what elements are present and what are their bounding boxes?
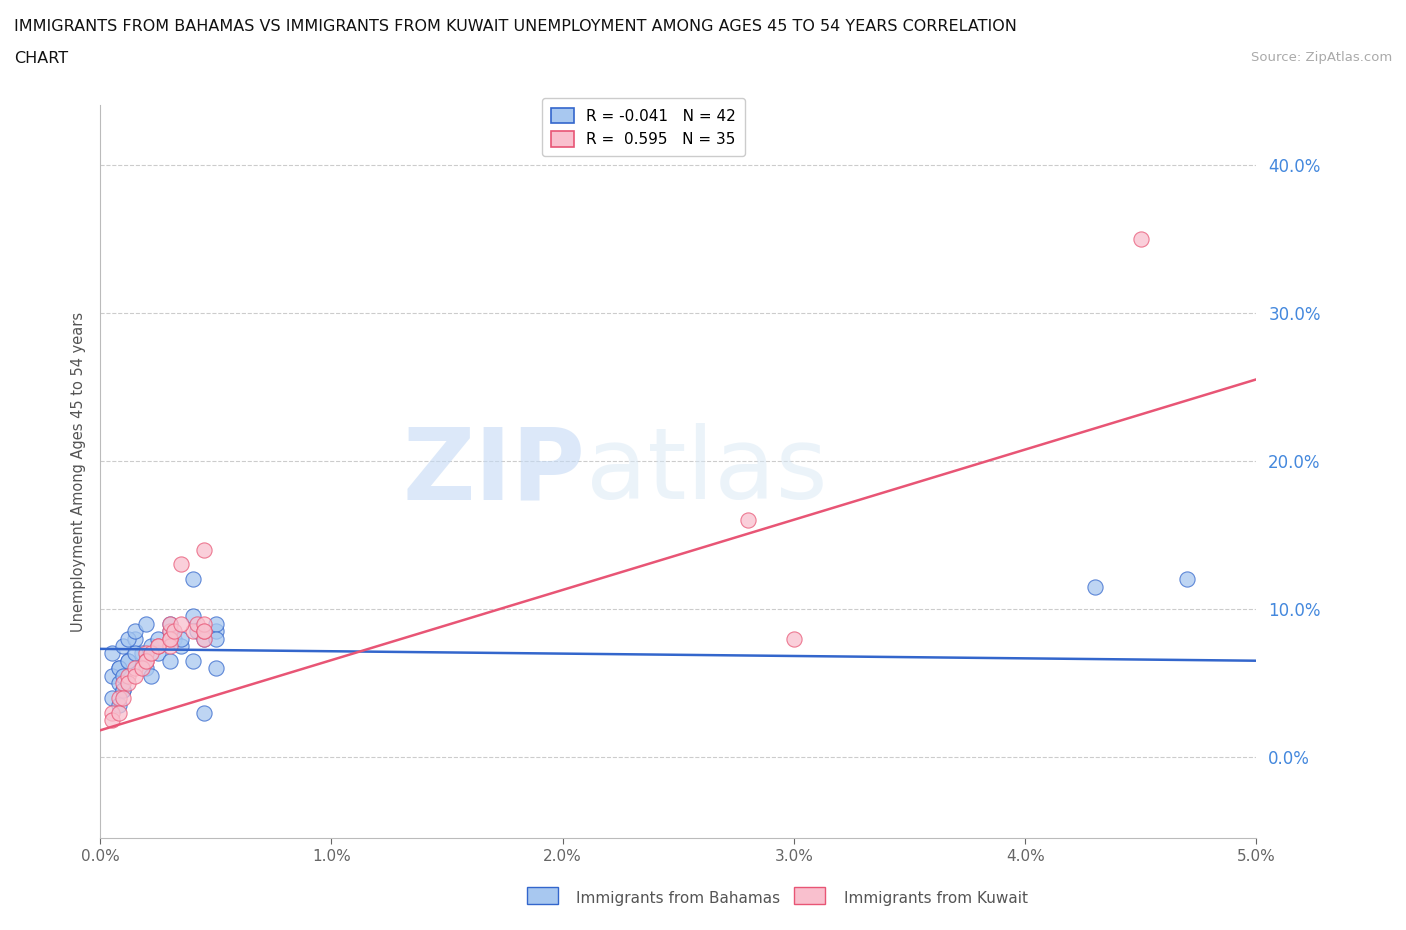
Point (159, 631, 181, 646)
Point (124, 645, 146, 660)
Point (163, 631, 186, 646)
Point (193, 624, 215, 639)
Point (737, 512, 759, 527)
Point (117, 653, 139, 668)
Point (159, 617, 181, 631)
Point (181, 609, 204, 624)
Point (117, 675, 139, 690)
Point (204, 631, 226, 646)
Point (112, 675, 135, 690)
Point (193, 631, 215, 646)
Point (107, 705, 129, 720)
Point (193, 617, 215, 631)
Point (135, 660, 157, 675)
Point (124, 660, 146, 675)
Point (193, 624, 215, 639)
Point (170, 631, 193, 646)
Point (181, 653, 204, 668)
Point (146, 645, 169, 660)
Point (193, 705, 215, 720)
Text: Immigrants from Kuwait: Immigrants from Kuwait (844, 891, 1028, 906)
Point (112, 690, 135, 705)
Text: ZIP: ZIP (404, 423, 586, 521)
Point (107, 660, 129, 675)
Point (107, 660, 129, 675)
Point (170, 639, 193, 654)
Point (100, 712, 122, 727)
Point (204, 617, 226, 631)
Point (181, 624, 204, 639)
Point (112, 668, 135, 683)
Point (186, 617, 208, 631)
Point (204, 624, 226, 639)
Point (135, 645, 157, 660)
Point (117, 631, 139, 646)
Point (139, 639, 162, 654)
Point (100, 705, 122, 720)
Point (146, 639, 169, 654)
Point (124, 624, 146, 639)
Point (1175, 572, 1198, 587)
Point (181, 572, 204, 587)
Point (107, 690, 129, 705)
Point (146, 631, 169, 646)
Point (124, 631, 146, 646)
Text: IMMIGRANTS FROM BAHAMAS VS IMMIGRANTS FROM KUWAIT UNEMPLOYMENT AMONG AGES 45 TO : IMMIGRANTS FROM BAHAMAS VS IMMIGRANTS FR… (14, 19, 1017, 33)
Point (783, 631, 806, 646)
Point (112, 683, 135, 698)
Point (117, 668, 139, 683)
Point (100, 645, 122, 660)
Point (131, 660, 153, 675)
Point (193, 542, 215, 557)
Point (159, 631, 181, 646)
Legend: R = -0.041   N = 42, R =  0.595   N = 35: R = -0.041 N = 42, R = 0.595 N = 35 (541, 99, 745, 156)
Point (135, 653, 157, 668)
Point (163, 624, 186, 639)
Text: atlas: atlas (586, 423, 827, 521)
Point (1083, 579, 1105, 594)
Point (135, 617, 157, 631)
Point (112, 683, 135, 698)
Point (107, 698, 129, 712)
Point (139, 645, 162, 660)
Point (159, 639, 181, 654)
Point (193, 631, 215, 646)
Point (170, 617, 193, 631)
Point (1129, 232, 1152, 246)
Point (159, 624, 181, 639)
Point (131, 645, 153, 660)
Text: CHART: CHART (14, 51, 67, 66)
Point (146, 639, 169, 654)
Text: Source: ZipAtlas.com: Source: ZipAtlas.com (1251, 51, 1392, 64)
Point (170, 557, 193, 572)
Point (124, 668, 146, 683)
Point (100, 668, 122, 683)
Point (107, 675, 129, 690)
Text: Immigrants from Bahamas: Immigrants from Bahamas (576, 891, 780, 906)
Point (159, 653, 181, 668)
Point (204, 660, 226, 675)
Point (135, 653, 157, 668)
Point (117, 653, 139, 668)
Point (100, 690, 122, 705)
Point (186, 624, 208, 639)
Point (159, 624, 181, 639)
Point (112, 639, 135, 654)
Point (159, 617, 181, 631)
Y-axis label: Unemployment Among Ages 45 to 54 years: Unemployment Among Ages 45 to 54 years (72, 312, 86, 632)
Point (139, 668, 162, 683)
